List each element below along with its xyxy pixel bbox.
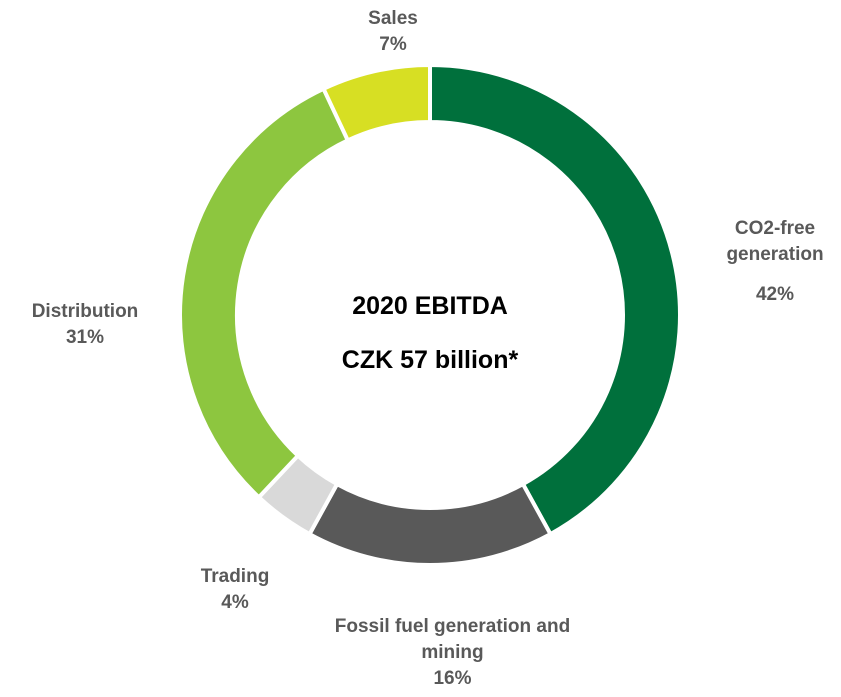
chart-subtitle: CZK 57 billion*: [341, 346, 519, 374]
value-label: 42%: [755, 284, 795, 305]
category-label: Sales: [368, 8, 418, 29]
category-label: Distribution: [31, 301, 139, 322]
category-label: CO2-free generation: [726, 218, 824, 265]
chart-title: 2020 EBITDA: [352, 292, 508, 320]
value-label: 16%: [433, 668, 472, 689]
value-label: 31%: [65, 327, 105, 348]
category-label: Trading: [200, 566, 270, 587]
value-label: 7%: [379, 34, 407, 55]
donut-segment: [428, 62, 682, 537]
donut-segment: [306, 481, 554, 567]
value-label: 4%: [221, 592, 249, 613]
donut-segment: [320, 62, 432, 144]
category-label: Fossil fuel generation and mining: [334, 616, 571, 663]
